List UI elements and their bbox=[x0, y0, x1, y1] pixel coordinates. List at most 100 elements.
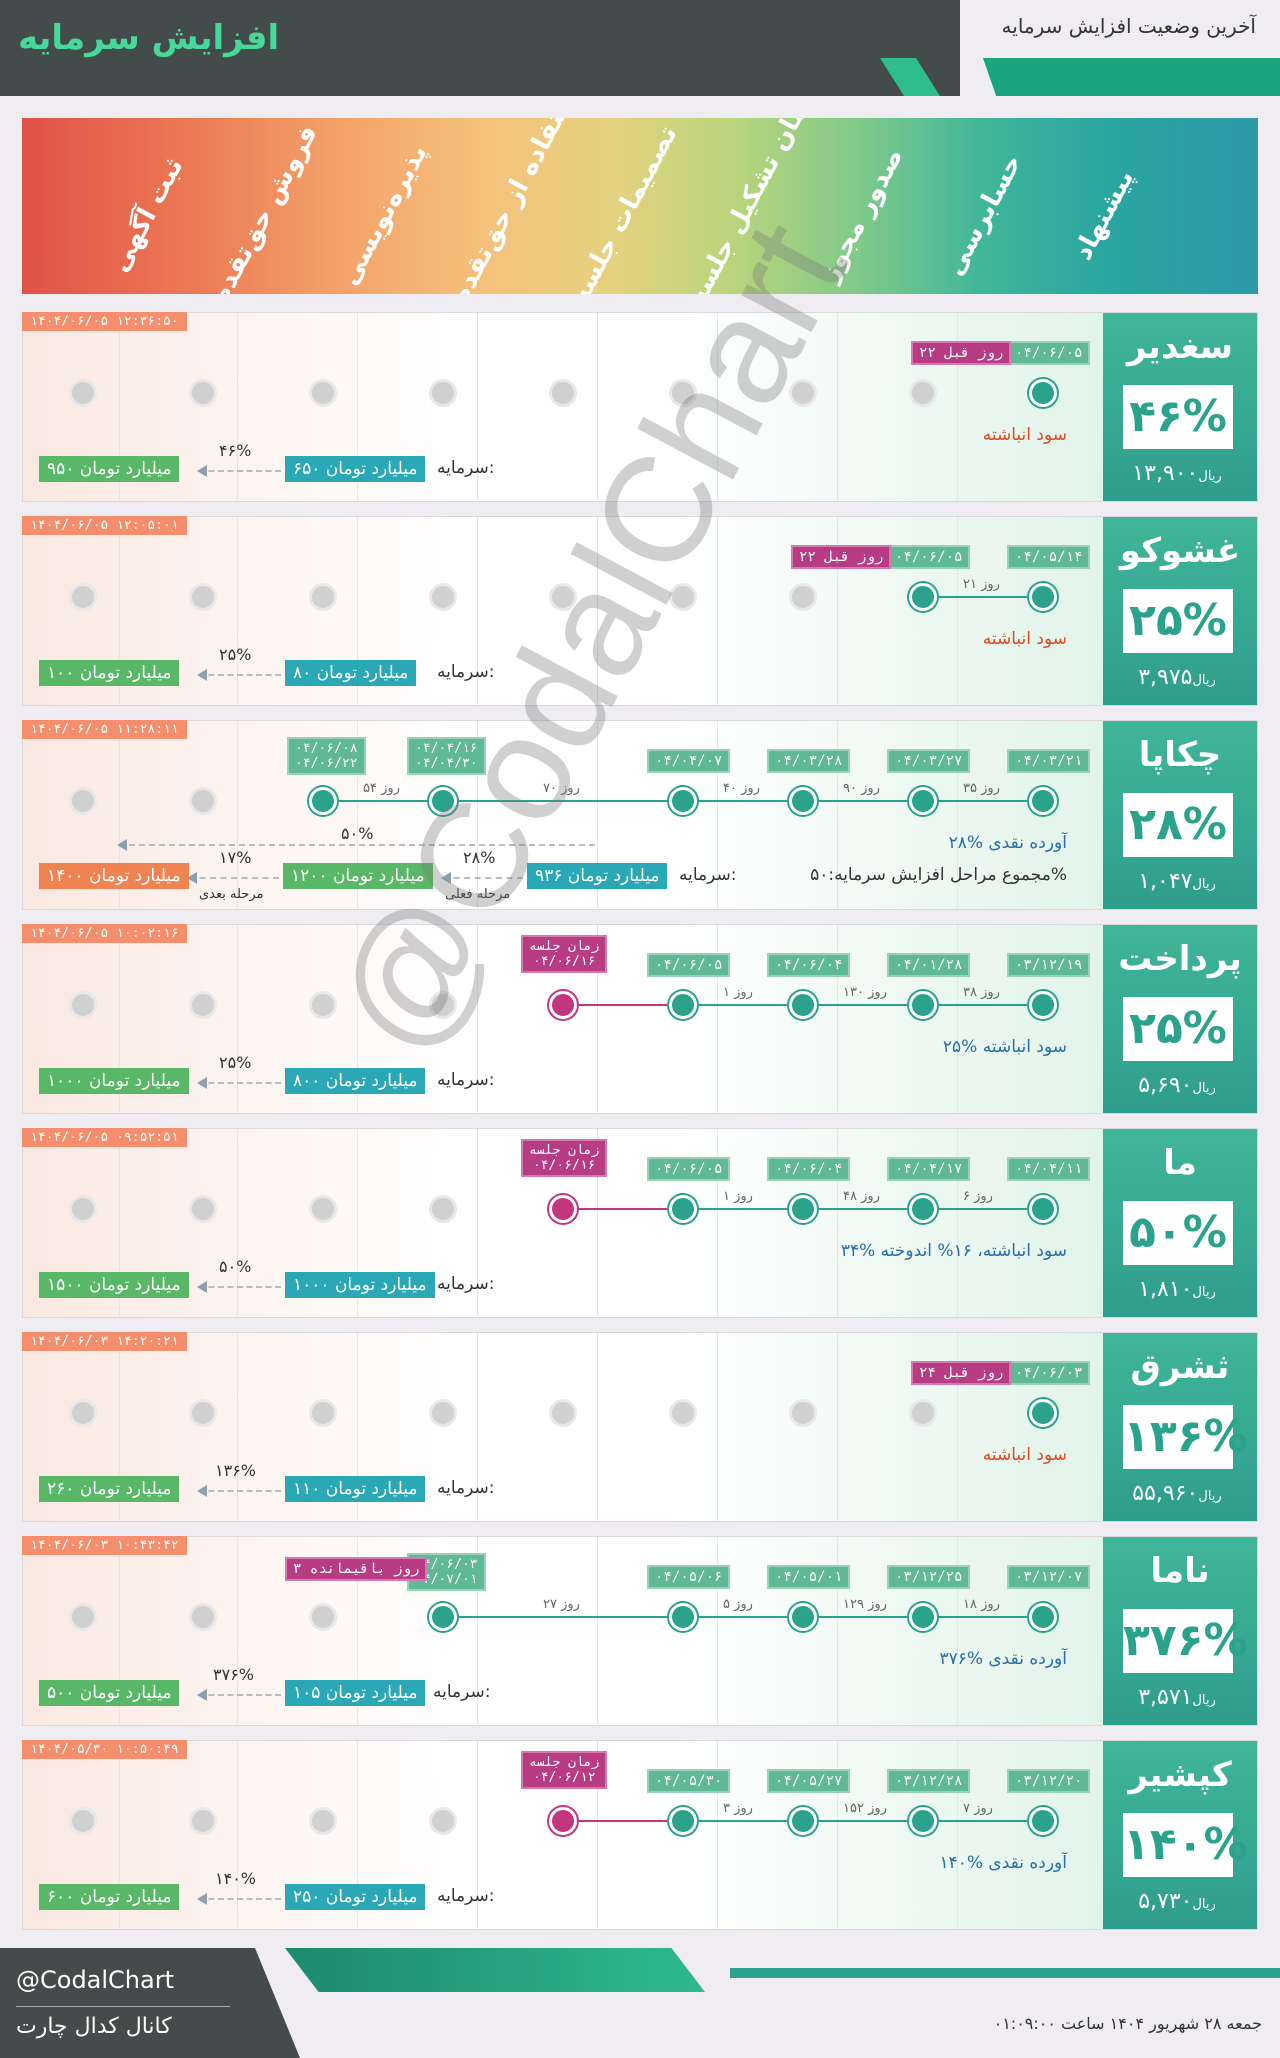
stage-dot bbox=[309, 1807, 337, 1835]
stock-card: ۱۴۰۴/۰۵/۳۰ ۱۰:۵۰:۴۹ ۷ روز ۱۵۲ روز ۳ روز … bbox=[22, 1740, 1258, 1930]
capital-to: ۱۰۰ میلیارد تومان bbox=[39, 660, 180, 686]
capital-from: ۱۰۰۰ میلیارد تومان bbox=[285, 1272, 435, 1298]
meeting-dot bbox=[549, 991, 577, 1019]
stock-name: پرداخت bbox=[1118, 939, 1242, 979]
stage-dot bbox=[549, 583, 577, 611]
stock-summary: ما ۵۰% ۱,۸۱۰ریال bbox=[1103, 1129, 1257, 1317]
stock-card: ۱۴۰۴/۰۶/۰۵ ۱۲:۳۶:۵۰ ۰۴/۰۶/۰۵ ۲۲ روز قبل … bbox=[22, 312, 1258, 502]
stage-dot bbox=[309, 991, 337, 1019]
stock-price: ۱,۸۱۰ریال bbox=[1138, 1277, 1216, 1302]
stock-price: ۵,۶۹۰ریال bbox=[1138, 1073, 1216, 1098]
timestamp: ۱۴۰۴/۰۶/۰۵ ۱۰:۰۲:۱۶ bbox=[22, 924, 187, 943]
date-chip: ۰۴/۰۴/۱۷ bbox=[887, 1157, 971, 1181]
capital-from: ۲۵۰ میلیارد تومان bbox=[285, 1884, 426, 1910]
stage-label: فروش حق‌تقدم bbox=[204, 120, 324, 294]
capital-from: ۱۱۰ میلیارد تومان bbox=[285, 1476, 426, 1502]
stage-dot-active bbox=[1029, 379, 1057, 407]
footer: @CodalChart کانال کدال چارت جمعه ۲۸ شهری… bbox=[0, 1948, 1280, 2058]
day-gap: ۱ روز bbox=[723, 985, 753, 1000]
day-gap: ۱۲۹ روز bbox=[843, 1597, 887, 1612]
meeting-chip: زمان جلسه ۰۴/۰۶/۱۶ bbox=[521, 935, 608, 973]
capital-to: ۱۵۰۰ میلیارد تومان bbox=[39, 1272, 189, 1298]
day-gap: ۵ روز bbox=[723, 1597, 753, 1612]
source-note: ۱۴۰% آورده نقدی bbox=[939, 1853, 1067, 1873]
footer-handle: @CodalChart bbox=[16, 1966, 175, 1994]
stage-dot-active bbox=[789, 1195, 817, 1223]
stage-dot bbox=[669, 1399, 697, 1427]
date-chip: ۰۳/۱۲/۱۹ bbox=[1007, 953, 1091, 977]
stage-dot bbox=[429, 1807, 457, 1835]
capital-to: ۹۵۰ میلیارد تومان bbox=[39, 456, 180, 482]
footer-accent bbox=[730, 1968, 1280, 1978]
stage-dot-active bbox=[909, 991, 937, 1019]
stage-dot bbox=[69, 1195, 97, 1223]
day-gap: ۱۸ روز bbox=[963, 1597, 1000, 1612]
stage-dot-active bbox=[1029, 1603, 1057, 1631]
timestamp: ۱۴۰۴/۰۵/۳۰ ۱۰:۵۰:۴۹ bbox=[22, 1740, 187, 1759]
stage-dot bbox=[669, 583, 697, 611]
arrow-icon bbox=[197, 1893, 281, 1905]
increase-pct: ۴۶% bbox=[219, 441, 252, 460]
stock-summary: غشوکو ۲۵% ۳,۹۷۵ریال bbox=[1103, 517, 1257, 705]
stock-price: ۱۳,۹۰۰ریال bbox=[1132, 461, 1222, 486]
stage-dot-active bbox=[789, 787, 817, 815]
date-chip: ۰۴/۰۵/۰۶ bbox=[647, 1565, 731, 1589]
arrow-icon bbox=[197, 1077, 281, 1089]
stage-dot bbox=[309, 1603, 337, 1631]
day-gap: ۳۵ روز bbox=[963, 781, 1000, 796]
arrow-icon bbox=[441, 872, 523, 884]
increase-pct: ۱۴۰% bbox=[215, 1869, 256, 1888]
date-chip: ۰۴/۰۵/۳۰ bbox=[647, 1769, 731, 1793]
stage-dot-active bbox=[909, 1195, 937, 1223]
page-title: افزایش سرمایه bbox=[18, 18, 280, 58]
date-chip: ۰۴/۰۶/۰۵ bbox=[647, 1157, 731, 1181]
capital-to: ۱۰۰۰ میلیارد تومان bbox=[39, 1068, 189, 1094]
stage-dot bbox=[309, 1195, 337, 1223]
source-note: سود انباشته bbox=[982, 425, 1067, 445]
stage-dot bbox=[69, 991, 97, 1019]
stage-label: تصمیمات جلسه bbox=[564, 120, 684, 294]
date-chip: ۰۳/۱۲/۲۸ bbox=[887, 1769, 971, 1793]
stage-dot bbox=[789, 1399, 817, 1427]
timestamp: ۱۴۰۴/۰۶/۰۵ ۱۱:۲۸:۱۱ bbox=[22, 720, 187, 739]
arrow-icon bbox=[187, 872, 279, 884]
stage-dot bbox=[429, 1399, 457, 1427]
arrow-icon bbox=[197, 669, 281, 681]
day-gap: ۷ روز bbox=[963, 1801, 993, 1816]
stage-dot bbox=[429, 1195, 457, 1223]
date-chip: ۰۴/۰۵/۲۷ bbox=[767, 1769, 851, 1793]
capital-label: سرمایه: bbox=[437, 458, 495, 478]
stage-dot-active bbox=[1029, 1195, 1057, 1223]
stock-summary: چکاپا ۲۸% ۱,۰۴۷ریال bbox=[1103, 721, 1257, 909]
stock-name: ثشرق bbox=[1130, 1347, 1230, 1387]
stock-pct: ۱۴۰% bbox=[1123, 1813, 1248, 1877]
stage-dot-active bbox=[309, 787, 337, 815]
capital-to: ۲۶۰ میلیارد تومان bbox=[39, 1476, 180, 1502]
capital-from: ۸۰ میلیارد تومان bbox=[285, 660, 417, 686]
footer-accent bbox=[285, 1948, 705, 1992]
stage-dot bbox=[69, 1807, 97, 1835]
stage-dot-active bbox=[1029, 1807, 1057, 1835]
stage-dot bbox=[69, 1399, 97, 1427]
stage-dot bbox=[549, 379, 577, 407]
stage-dot bbox=[429, 583, 457, 611]
stock-name: چکاپا bbox=[1138, 735, 1222, 775]
source-note: ۳۷۶% آورده نقدی bbox=[939, 1649, 1067, 1669]
capital-to: ۱۴۰۰ میلیارد تومان bbox=[39, 863, 189, 889]
stage-dot bbox=[789, 379, 817, 407]
total-bracket bbox=[117, 839, 595, 851]
stage-dot bbox=[909, 379, 937, 407]
capital-label: سرمایه: bbox=[437, 1478, 495, 1498]
date-chip: ۰۴/۰۳/۲۱ bbox=[1007, 749, 1091, 773]
date-range-chip: ۰۴/۰۶/۰۸ ۰۴/۰۶/۲۲ bbox=[287, 737, 366, 775]
ago-chip: ۲۲ روز قبل bbox=[911, 341, 1012, 365]
day-gap: ۱ روز bbox=[723, 1189, 753, 1204]
arrow-icon bbox=[197, 465, 281, 477]
date-chip: ۰۳/۱۲/۲۰ bbox=[1007, 1769, 1091, 1793]
source-note: ۳۴% سود انباشته، ۱۶% اندوخته bbox=[840, 1241, 1067, 1261]
increase-pct: ۲۵% bbox=[219, 645, 252, 664]
stage-dot-active bbox=[429, 787, 457, 815]
stock-summary: پرداخت ۲۵% ۵,۶۹۰ریال bbox=[1103, 925, 1257, 1113]
date-chip: ۰۴/۰۶/۰۴ bbox=[767, 953, 851, 977]
stock-summary: ثشرق ۱۳۶% ۵۵,۹۶۰ریال bbox=[1103, 1333, 1257, 1521]
